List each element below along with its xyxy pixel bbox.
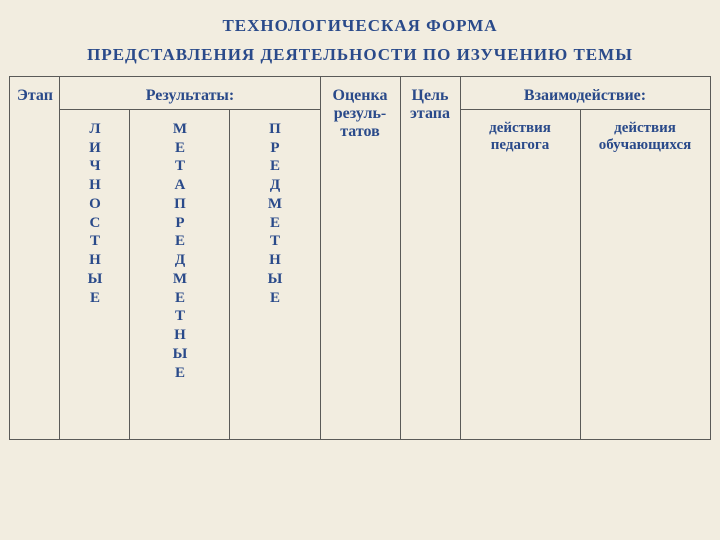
- col-results: Результаты:: [60, 76, 320, 109]
- col-evaluation: Оценка резуль­татов: [320, 76, 400, 439]
- subcol-subject: ПРЕДМЕТНЫЕ: [230, 109, 320, 439]
- subcol-meta: МЕТАПРЕДМЕТНЫЕ: [130, 109, 230, 439]
- subcol-personal: ЛИЧНОСТНЫЕ: [60, 109, 130, 439]
- slide: ТЕХНОЛОГИЧЕСКАЯ ФОРМА ПРЕДСТАВЛЕНИЯ ДЕЯТ…: [0, 0, 720, 540]
- title-line-1: ТЕХНОЛОГИЧЕСКАЯ ФОРМА: [222, 16, 497, 35]
- vertical-personal: ЛИЧНОСТНЫЕ: [88, 120, 103, 308]
- subcol-teacher: действия педагога: [460, 109, 580, 439]
- vertical-subject: ПРЕДМЕТНЫЕ: [268, 120, 283, 308]
- col-interaction: Взаимодействие:: [460, 76, 710, 109]
- title-line-2: ПРЕДСТАВЛЕНИЯ ДЕЯТЕЛЬНОСТИ ПО ИЗУЧЕНИЮ Т…: [87, 45, 633, 64]
- vertical-meta: МЕТАПРЕДМЕТНЫЕ: [173, 120, 188, 383]
- header-row-1: Этап Результаты: Оценка резуль­татов Цел…: [10, 76, 710, 109]
- subcol-learners: действия обучающихся: [580, 109, 710, 439]
- slide-title: ТЕХНОЛОГИЧЕСКАЯ ФОРМА ПРЕДСТАВЛЕНИЯ ДЕЯТ…: [0, 0, 720, 70]
- activity-table: Этап Результаты: Оценка резуль­татов Цел…: [9, 76, 710, 440]
- col-goal: Цель этапа: [400, 76, 460, 439]
- col-stage: Этап: [10, 76, 60, 439]
